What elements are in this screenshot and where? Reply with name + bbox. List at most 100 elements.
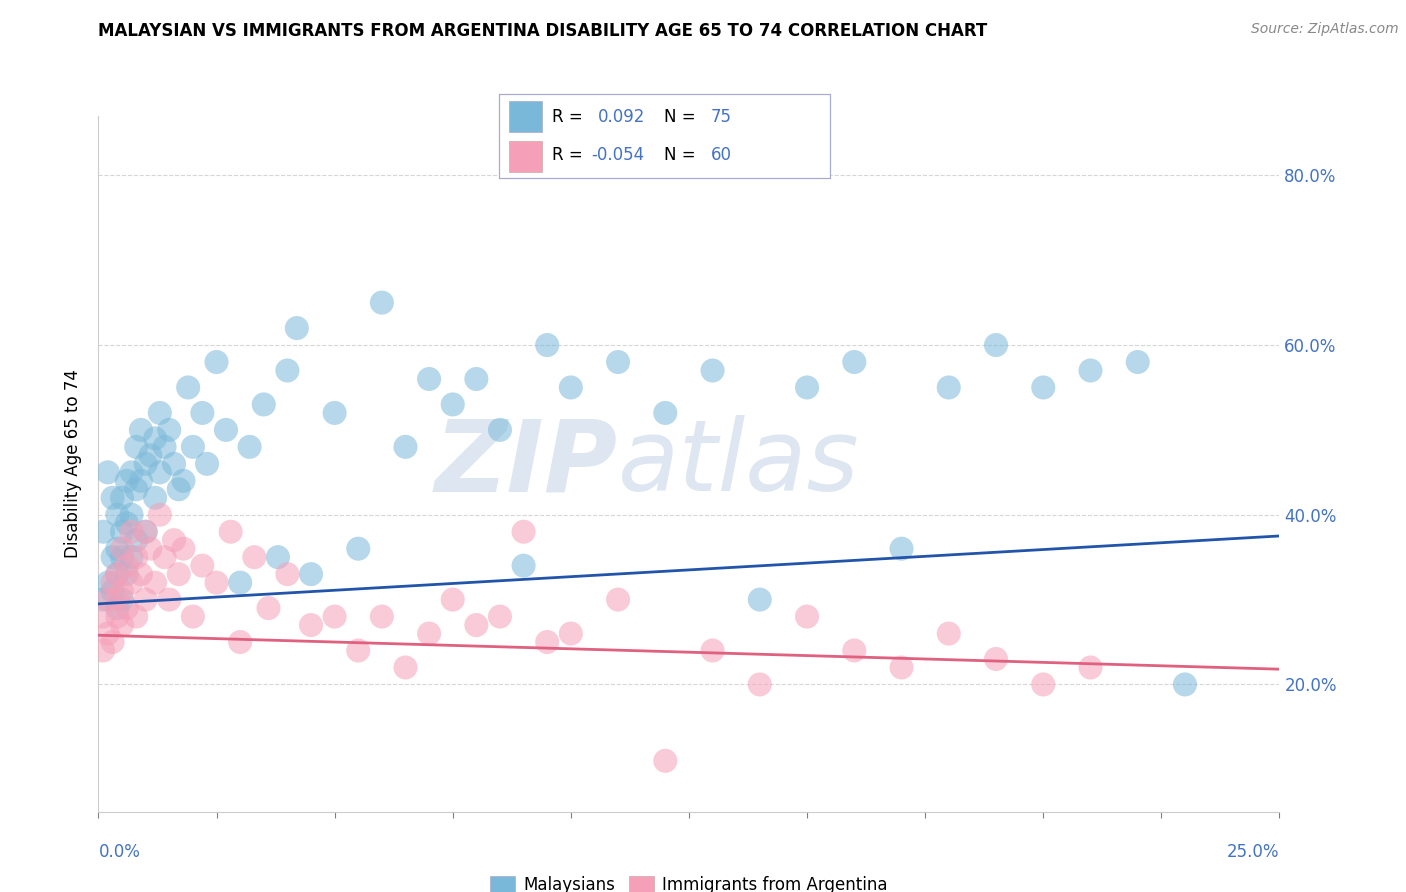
Point [229, 575, 252, 590]
Point [135, 592, 157, 607]
Point [135, 524, 157, 539]
Text: ZIP: ZIP [434, 416, 619, 512]
Text: atlas: atlas [619, 416, 859, 512]
Point [239, 440, 262, 454]
Text: -0.054: -0.054 [592, 145, 645, 163]
Point [938, 380, 960, 394]
Point [105, 592, 128, 607]
Point [253, 397, 276, 411]
Point [512, 524, 534, 539]
Text: Source: ZipAtlas.com: Source: ZipAtlas.com [1251, 22, 1399, 37]
Point [163, 533, 186, 548]
Text: 75: 75 [710, 109, 731, 127]
Point [105, 541, 128, 556]
Point [323, 609, 346, 624]
Point [205, 575, 228, 590]
Point [267, 550, 290, 565]
Point [97, 466, 120, 480]
Point [984, 652, 1007, 666]
Text: N =: N = [665, 145, 702, 163]
Point [97, 575, 120, 590]
Point [111, 541, 134, 556]
Point [890, 660, 912, 674]
Text: N =: N = [665, 109, 702, 127]
Point [111, 550, 134, 565]
Point [489, 423, 512, 437]
Point [205, 355, 228, 369]
Point [111, 584, 134, 599]
Point [844, 643, 866, 657]
Point [129, 567, 152, 582]
Point [299, 618, 322, 632]
Point [135, 524, 157, 539]
Point [1080, 363, 1102, 377]
Point [243, 550, 266, 565]
Point [536, 338, 558, 352]
Point [465, 618, 488, 632]
Point [101, 635, 124, 649]
Point [157, 592, 180, 607]
Point [748, 592, 770, 607]
Point [121, 524, 143, 539]
Point [215, 423, 238, 437]
Point [796, 609, 818, 624]
Point [167, 483, 190, 497]
Text: MALAYSIAN VS IMMIGRANTS FROM ARGENTINA DISABILITY AGE 65 TO 74 CORRELATION CHART: MALAYSIAN VS IMMIGRANTS FROM ARGENTINA D… [98, 22, 987, 40]
Point [195, 457, 218, 471]
Point [1032, 677, 1054, 691]
Point [115, 474, 138, 488]
Point [560, 626, 582, 640]
Bar [509, 102, 543, 132]
Point [371, 295, 394, 310]
Point [394, 660, 416, 674]
Point [796, 380, 818, 394]
Point [121, 575, 143, 590]
Point [512, 558, 534, 573]
Point [984, 338, 1007, 352]
Point [418, 372, 440, 386]
Point [125, 533, 148, 548]
Point [143, 575, 166, 590]
Point [299, 567, 322, 582]
Point [172, 474, 194, 488]
Point [111, 618, 134, 632]
Text: R =: R = [553, 145, 588, 163]
Point [105, 508, 128, 522]
Point [125, 550, 148, 565]
Point [91, 524, 114, 539]
Point [489, 609, 512, 624]
Point [276, 567, 298, 582]
Point [105, 601, 128, 615]
Point [101, 491, 124, 505]
Point [748, 677, 770, 691]
Point [105, 609, 128, 624]
Point [91, 592, 114, 607]
Point [844, 355, 866, 369]
Point [181, 609, 204, 624]
Point [115, 567, 138, 582]
Point [91, 643, 114, 657]
Text: 60: 60 [710, 145, 731, 163]
Point [121, 508, 143, 522]
Point [101, 584, 124, 599]
Point [149, 508, 172, 522]
Point [115, 601, 138, 615]
Point [177, 380, 200, 394]
Point [702, 643, 724, 657]
Point [347, 541, 370, 556]
Point [257, 601, 280, 615]
Point [323, 406, 346, 420]
Point [105, 567, 128, 582]
Point [229, 635, 252, 649]
Point [153, 440, 176, 454]
Point [654, 754, 676, 768]
Point [97, 592, 120, 607]
Point [135, 457, 157, 471]
Point [890, 541, 912, 556]
Point [191, 406, 214, 420]
Point [91, 609, 114, 624]
Point [121, 550, 143, 565]
Point [654, 406, 676, 420]
Point [111, 491, 134, 505]
Point [1080, 660, 1102, 674]
